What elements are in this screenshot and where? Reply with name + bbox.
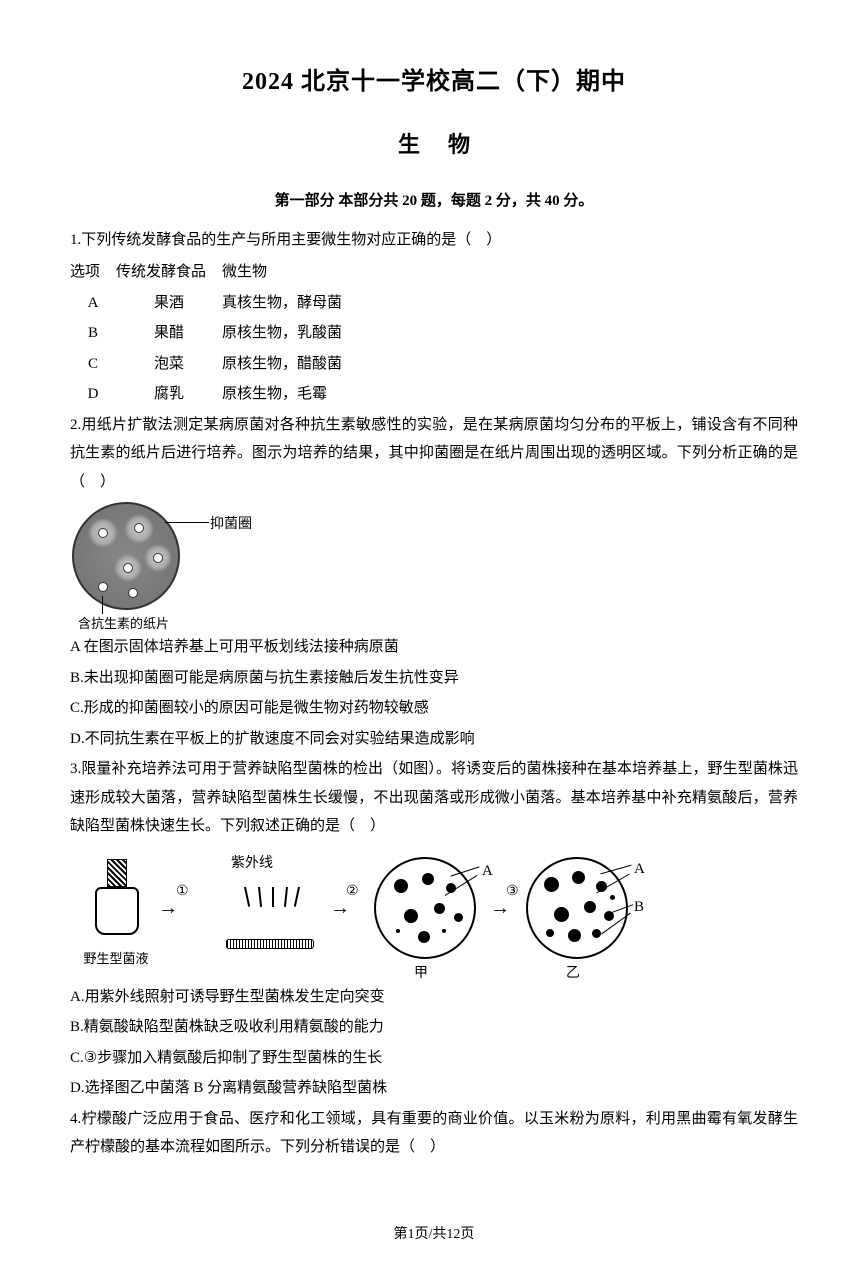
- section-header: 第一部分 本部分共 20 题，每题 2 分，共 40 分。: [70, 187, 798, 216]
- step-3-label: ③: [506, 879, 519, 906]
- cell: 原核生物，毛霉: [222, 380, 798, 409]
- cell: 果酒: [116, 289, 222, 318]
- question-3-stem: 3.限量补充培养法可用于营养缺陷型菌株的检出（如图）。将诱变后的菌株接种在基本培…: [70, 755, 798, 841]
- figure-label-zone: 抑菌圈: [210, 512, 252, 539]
- question-2-stem: 2.用纸片扩散法测定某病原菌对各种抗生素敏感性的实验，是在某病原菌均匀分布的平板…: [70, 411, 798, 497]
- table-row: B 果醋 原核生物，乳酸菌: [70, 319, 798, 348]
- mark-a: A: [482, 857, 493, 886]
- mark-b: B: [634, 893, 644, 922]
- arrow-icon: →: [158, 889, 178, 927]
- cell: 泡菜: [116, 350, 222, 379]
- option-d: D.选择图乙中菌落 B 分离精氨酸营养缺陷型菌株: [70, 1074, 798, 1103]
- page-title: 2024 北京十一学校高二（下）期中: [70, 60, 798, 106]
- page-subtitle: 生物: [70, 124, 798, 166]
- th-food: 传统发酵食品: [116, 258, 222, 287]
- cell: D: [70, 380, 116, 409]
- cell: 腐乳: [116, 380, 222, 409]
- flask-icon: [92, 859, 142, 943]
- dish-2-label: 乙: [566, 961, 580, 988]
- option-c: C.形成的抑菌圈较小的原因可能是微生物对药物较敏感: [70, 694, 798, 723]
- option-b: B.未出现抑菌圈可能是病原菌与抗生素接触后发生抗性变异: [70, 664, 798, 693]
- option-b: B.精氨酸缺陷型菌株缺乏吸收利用精氨酸的能力: [70, 1013, 798, 1042]
- option-a: A.用紫外线照射可诱导野生型菌株发生定向突变: [70, 983, 798, 1012]
- cell: C: [70, 350, 116, 379]
- table-row: C 泡菜 原核生物，醋酸菌: [70, 350, 798, 379]
- uv-icon: [226, 887, 316, 935]
- question-1-stem: 1.下列传统发酵食品的生产与所用主要微生物对应正确的是（ ）: [70, 226, 798, 255]
- th-microbe: 微生物: [222, 258, 798, 287]
- step-1-label: ①: [176, 879, 189, 906]
- cell: A: [70, 289, 116, 318]
- cell: 果醋: [116, 319, 222, 348]
- petri-dish-2: [526, 857, 628, 959]
- cell: 原核生物，乳酸菌: [222, 319, 798, 348]
- cell: B: [70, 319, 116, 348]
- table-row: D 腐乳 原核生物，毛霉: [70, 380, 798, 409]
- option-c: C.③步骤加入精氨酸后抑制了野生型菌株的生长: [70, 1044, 798, 1073]
- step-2-label: ②: [346, 879, 359, 906]
- option-a: A 在图示固体培养基上可用平板划线法接种病原菌: [70, 633, 798, 662]
- flask-label: 野生型菌液: [76, 947, 156, 972]
- cell: 原核生物，醋酸菌: [222, 350, 798, 379]
- question-4-stem: 4.柠檬酸广泛应用于食品、医疗和化工领域，具有重要的商业价值。以玉米粉为原料，利…: [70, 1105, 798, 1162]
- table-row: A 果酒 真核生物，酵母菌: [70, 289, 798, 318]
- th-option: 选项: [70, 258, 116, 287]
- figure-mutagenesis: 野生型菌液 → ① 紫外线 → ② A 甲 → ③: [76, 849, 636, 979]
- option-d: D.不同抗生素在平板上的扩散速度不同会对实验结果造成影响: [70, 725, 798, 754]
- figure-label-paper: 含抗生素的纸片: [78, 612, 169, 637]
- page-footer: 第1页/共12页: [70, 1222, 798, 1249]
- dish-1-label: 甲: [414, 961, 428, 988]
- uv-label: 紫外线: [231, 851, 273, 878]
- figure-petri-dish: 抑菌圈 含抗生素的纸片: [70, 502, 290, 627]
- table-header-row: 选项 传统发酵食品 微生物: [70, 258, 798, 287]
- cell: 真核生物，酵母菌: [222, 289, 798, 318]
- mark-a2: A: [634, 855, 645, 884]
